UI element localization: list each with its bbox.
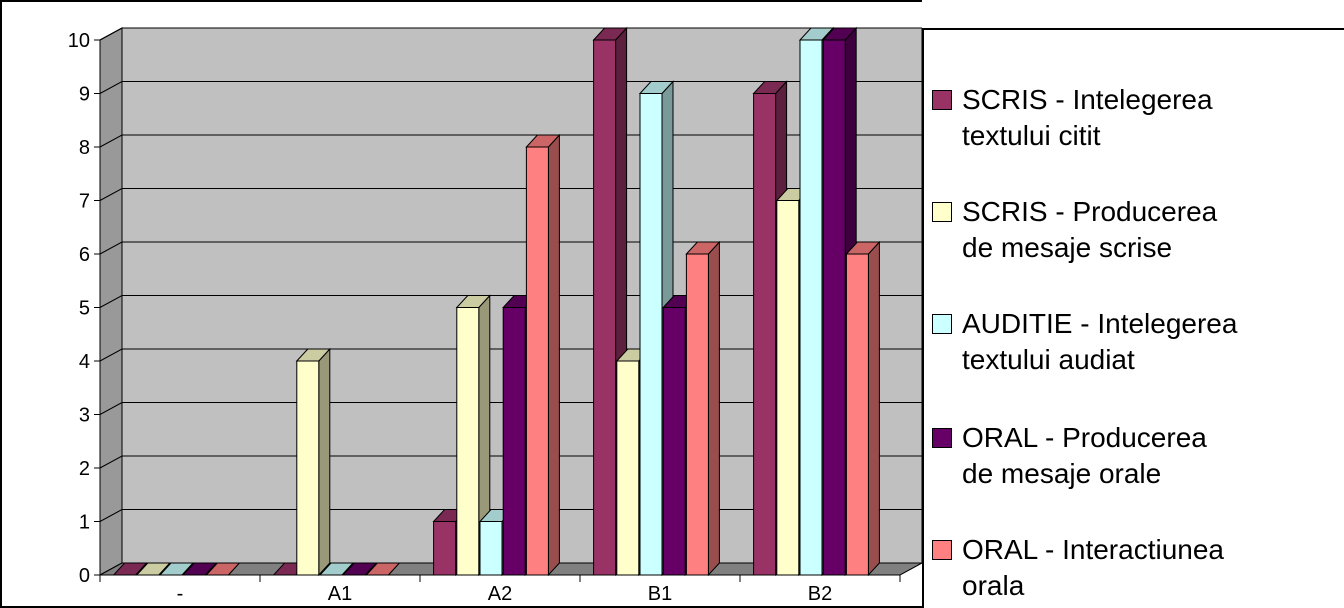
bar-A2-1: [433, 521, 457, 576]
bar---5-top: [205, 562, 241, 576]
bar-A2-4: [502, 307, 526, 576]
y-tick-label: 6: [79, 244, 90, 266]
x-tick-label: B1: [648, 583, 672, 605]
y-tick-label: 8: [79, 137, 90, 159]
bar---2-top: [135, 562, 171, 576]
y-tick-label: 0: [79, 565, 90, 587]
bar-A1-5-top: [365, 562, 401, 576]
legend-item-scris-citit: SCRIS - Intelegerea textului citit: [932, 82, 1213, 154]
legend-label-line1: ORAL - Producerea: [962, 422, 1207, 453]
chart-border: [0, 0, 922, 608]
legend-swatch-auditie: [932, 314, 952, 334]
bar-A1-3-top: [318, 562, 355, 576]
y-tick-label: 5: [79, 298, 90, 320]
legend-label-line2: de mesaje orale: [962, 458, 1162, 489]
legend-label-line2: textului citit: [962, 120, 1101, 151]
bar---3-top: [158, 562, 195, 576]
y-tick-label: 7: [79, 191, 90, 213]
legend-swatch-scris-citit: [932, 90, 952, 110]
legend-item-auditie: AUDITIE - Intelegerea textului audiat: [932, 306, 1237, 378]
bar-B1-5: [685, 253, 709, 576]
bar-B1-3: [639, 93, 663, 576]
bar-A1-4-top: [342, 562, 378, 576]
legend-item-oral-producere: ORAL - Producerea de mesaje orale: [932, 420, 1207, 492]
x-tick-label: B2: [808, 583, 832, 605]
bar-A2-2: [456, 307, 480, 576]
bar-A2-5: [525, 146, 549, 576]
bar-B2-5: [845, 253, 869, 576]
legend-label-line1: SCRIS - Intelegerea: [962, 84, 1213, 115]
bar-B1-2: [616, 360, 640, 576]
x-tick-label: A1: [328, 583, 352, 605]
bar-A1-2-side: [318, 347, 331, 577]
x-tick-label: A2: [488, 583, 512, 605]
bar---4-top: [182, 562, 218, 576]
legend-item-scris-producere: SCRIS - Producerea de mesaje scrise: [932, 194, 1217, 266]
y-tick-label: 1: [79, 512, 90, 534]
bar-A2-3: [479, 521, 503, 576]
bar-B2-4: [822, 39, 846, 576]
gridline: [99, 27, 922, 41]
y-tick-label: 9: [79, 84, 90, 106]
legend-label-line2: textului audiat: [962, 344, 1135, 375]
legend-swatch-oral-interactiune: [932, 540, 952, 560]
legend-label-line2: orala: [962, 570, 1025, 601]
y-tick-label: 4: [79, 351, 90, 373]
bar-A2-5-side: [547, 133, 560, 577]
y-tick-label: 10: [68, 30, 90, 52]
bar-B1-5-side: [707, 240, 720, 577]
chart-legend: SCRIS - Intelegerea textului citit SCRIS…: [922, 28, 1344, 608]
x-tick-label: -: [177, 583, 184, 605]
bar-A1-2: [296, 360, 320, 576]
bar-B2-2: [776, 200, 800, 576]
bar-B2-3: [799, 39, 823, 576]
bar---1-top: [112, 562, 148, 576]
bar-B2-1: [753, 93, 777, 576]
legend-item-oral-interactiune: ORAL - Interactiunea orala: [932, 532, 1224, 604]
legend-label-line1: SCRIS - Producerea: [962, 196, 1218, 227]
legend-label-line1: ORAL - Interactiunea: [962, 534, 1224, 565]
legend-label-line2: de mesaje scrise: [962, 232, 1173, 263]
y-tick-label: 3: [79, 405, 90, 427]
bar-B1-1: [593, 39, 617, 576]
legend-swatch-scris-producere: [932, 202, 952, 222]
chart-plot: 0 1 2 3 4 5 6 7 8 9 10 - A1 A2 B1 B2: [0, 0, 922, 608]
y-tick-label: 2: [79, 458, 90, 480]
legend-label-line1: AUDITIE - Intelegerea: [962, 308, 1238, 339]
bar-B1-4: [662, 307, 686, 576]
legend-swatch-oral-producere: [932, 428, 952, 448]
bar-B2-5-side: [867, 240, 880, 577]
